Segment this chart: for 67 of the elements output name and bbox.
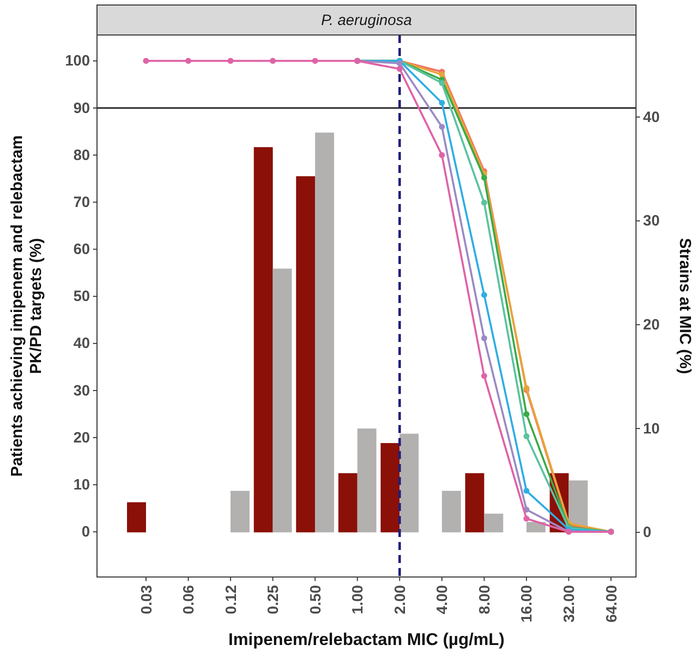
bar (296, 176, 316, 532)
y-tick-label: 40 (73, 335, 90, 352)
bar (315, 132, 334, 532)
point (481, 292, 488, 298)
y-tick-label: 100 (64, 52, 90, 70)
y-axis-title: Patients achieving imipenem and relebactam PK/PD targets (%) (9, 135, 45, 477)
y2-tick-label: 0 (643, 524, 652, 542)
y-tick-label: 0 (82, 524, 90, 541)
y-tick-label: 20 (73, 429, 90, 446)
bar (272, 268, 292, 532)
point (523, 516, 530, 522)
bar (400, 434, 419, 532)
x-tick-label: 2.00 (392, 585, 409, 614)
x-tick-label: 0.06 (180, 585, 198, 614)
y-tick-label: 60 (73, 241, 90, 258)
y-tick-label: 10 (73, 476, 90, 494)
y-tick-label: 80 (73, 146, 90, 164)
x-tick-label: 1.00 (350, 585, 367, 614)
bar (442, 490, 461, 532)
y-tick-label: 90 (73, 100, 90, 117)
y2-tick-label: 10 (643, 420, 660, 438)
point (270, 58, 276, 64)
bar (526, 522, 546, 532)
bar (254, 147, 273, 532)
bar (484, 514, 504, 532)
x-tick-label: 8.00 (476, 585, 494, 614)
point (438, 124, 445, 130)
point (438, 80, 445, 86)
bar (230, 490, 250, 532)
y2-tick-label: 30 (643, 212, 660, 230)
point (481, 372, 488, 379)
y-tick-label: 50 (73, 288, 90, 306)
y2-tick-label: 20 (643, 316, 660, 334)
point (523, 433, 530, 440)
y2-axis-title: Strains at MIC (%) (676, 238, 693, 374)
point (481, 335, 488, 342)
point (185, 58, 192, 64)
bar (357, 428, 376, 532)
bar (465, 473, 484, 532)
x-tick-label: 0.25 (265, 585, 282, 614)
bar (338, 473, 358, 532)
y2-tick-label: 40 (643, 108, 660, 126)
point (396, 66, 403, 72)
bar (127, 502, 146, 532)
point (481, 174, 488, 181)
y-tick-label: 30 (73, 382, 90, 400)
x-tick-label: 0.12 (222, 585, 240, 614)
point (312, 58, 318, 64)
point (438, 72, 445, 78)
x-axis-title: Imipenem/relebactam MIC (µg/mL) (228, 630, 505, 649)
point (143, 58, 149, 64)
x-tick-label: 4.00 (434, 585, 452, 614)
chart-title: P. aeruginosa (321, 12, 412, 29)
x-tick-label: 16.00 (518, 585, 536, 623)
x-tick-label: 0.03 (138, 585, 156, 614)
point (481, 200, 488, 206)
point (438, 152, 445, 158)
y-tick-label: 70 (73, 194, 90, 211)
bar (380, 443, 400, 532)
point (228, 58, 234, 64)
x-tick-label: 0.50 (307, 585, 324, 614)
point (396, 60, 403, 66)
point (438, 100, 445, 106)
point (523, 411, 530, 418)
x-tick-label: 32.00 (560, 585, 578, 623)
point (523, 488, 530, 494)
x-tick-label: 64.00 (603, 585, 620, 623)
